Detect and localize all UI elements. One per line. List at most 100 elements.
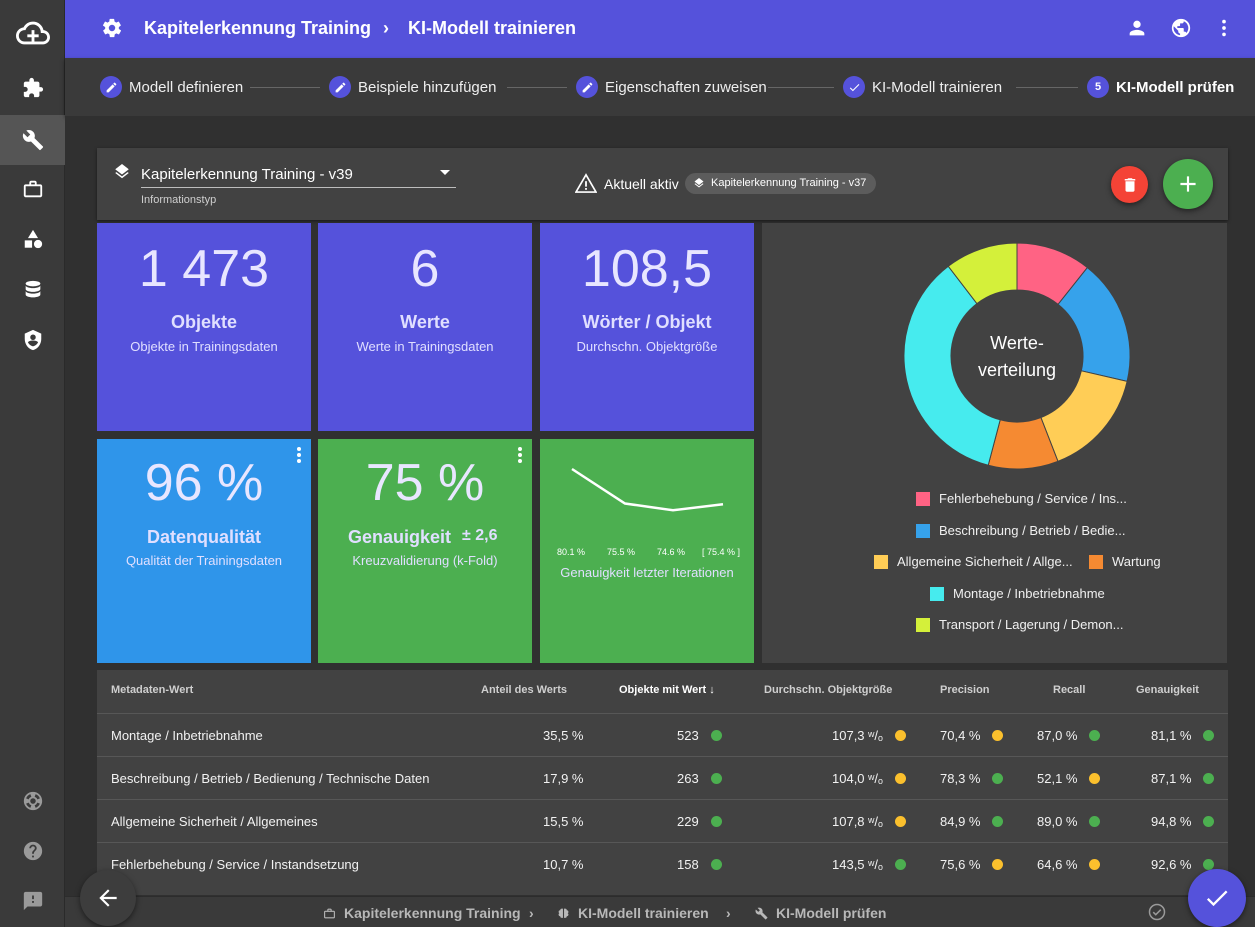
status-dot xyxy=(992,773,1004,784)
sidebar-item-extensions[interactable] xyxy=(0,63,65,113)
step-model-define[interactable]: Modell definieren xyxy=(100,76,243,98)
delete-button[interactable] xyxy=(1111,166,1148,203)
status-dot xyxy=(1203,816,1215,827)
sidebar-item-help[interactable] xyxy=(0,826,65,876)
legend-item[interactable]: Wartung xyxy=(1089,554,1161,569)
column-header[interactable]: Anteil des Werts xyxy=(481,684,567,696)
cell-accuracy: 87,1 % xyxy=(1151,771,1215,786)
tile-values: 6 Werte Werte in Trainingsdaten xyxy=(318,223,532,431)
sidebar-item-shapes[interactable] xyxy=(0,214,65,264)
puzzle-icon xyxy=(23,77,43,98)
sidebar-item-security[interactable] xyxy=(0,315,65,365)
column-header[interactable]: Genauigkeit xyxy=(1136,684,1199,696)
cell-name: Fehlerbehebung / Service / Instandsetzun… xyxy=(111,857,359,872)
column-header[interactable]: Recall xyxy=(1053,684,1086,696)
cell-recall: 87,0 % xyxy=(1037,728,1101,743)
account-icon[interactable] xyxy=(1126,17,1148,39)
legend-item[interactable]: Beschreibung / Betrieb / Bedie... xyxy=(916,523,1125,538)
back-button[interactable] xyxy=(80,870,136,926)
table-row[interactable]: Fehlerbehebung / Service / Instandsetzun… xyxy=(97,842,1228,885)
select-label: Informationstyp xyxy=(141,194,217,206)
status-dot xyxy=(894,816,906,827)
gear-icon[interactable] xyxy=(101,17,123,39)
column-header-sorted[interactable]: Objekte mit Wert ↓ xyxy=(619,684,715,696)
information-type-select[interactable]: Kapitelerkennung Training - v39 xyxy=(141,160,456,188)
cell-share: 10,7 % xyxy=(543,857,584,872)
cell-value: 143,5 ʷ/ₒ xyxy=(832,857,883,872)
step-divider xyxy=(1016,87,1078,88)
add-button[interactable] xyxy=(1163,159,1213,209)
column-header[interactable]: Metadaten-Wert xyxy=(111,684,194,696)
sidebar-logo-cloud-add-icon[interactable] xyxy=(0,8,65,58)
more-vert-icon[interactable] xyxy=(1213,17,1235,39)
cell-value: 89,0 % xyxy=(1037,814,1078,829)
cell-objects: 229 xyxy=(677,814,722,829)
footer-crumb-train[interactable]: KI-Modell trainieren xyxy=(557,905,709,921)
cell-name: Montage / Inbetriebnahme xyxy=(111,728,263,743)
step-add-examples[interactable]: Beispiele hinzufügen xyxy=(329,76,496,98)
cell-value: 87,0 % xyxy=(1037,728,1078,743)
legend-item[interactable]: Transport / Lagerung / Demon... xyxy=(916,617,1124,632)
column-header[interactable]: Precision xyxy=(940,684,990,696)
tile-value: 75 % xyxy=(365,454,485,512)
status-dot xyxy=(894,773,906,784)
shield-account-icon xyxy=(24,329,41,351)
step-label: KI-Modell prüfen xyxy=(1116,78,1235,96)
donut-slice[interactable] xyxy=(1040,370,1128,462)
column-header[interactable]: Durchschn. Objektgröße xyxy=(764,684,893,696)
status-dot xyxy=(1089,816,1101,827)
more-vert-icon[interactable] xyxy=(297,447,301,465)
step-number-badge: 5 xyxy=(1087,76,1109,98)
table-row[interactable]: Allgemeine Sicherheit / Allgemeines 15,5… xyxy=(97,799,1228,842)
table-row[interactable]: Montage / Inbetriebnahme 35,5 % 523 107,… xyxy=(97,713,1228,756)
iterations-sparkline xyxy=(571,467,724,512)
cell-size: 107,3 ʷ/ₒ xyxy=(832,728,906,743)
table-row[interactable]: Beschreibung / Betrieb / Bedienung / Tec… xyxy=(97,756,1228,799)
sidebar-item-briefcase[interactable] xyxy=(0,164,65,214)
status-dot xyxy=(710,859,722,870)
tile-plusminus: ± 2,6 xyxy=(462,527,498,544)
cell-share: 17,9 % xyxy=(543,771,584,786)
footer-crumb-project[interactable]: Kapitelerkennung Training xyxy=(323,905,521,921)
donut-slice[interactable] xyxy=(903,265,1001,466)
sidebar-item-database[interactable] xyxy=(0,265,65,315)
confirm-button[interactable] xyxy=(1188,869,1246,927)
layers-icon xyxy=(115,164,129,179)
sidebar-item-feedback[interactable] xyxy=(0,876,65,926)
legend-item[interactable]: Montage / Inbetriebnahme xyxy=(930,586,1105,601)
tile-sub: Qualität der Trainingsdaten xyxy=(125,553,283,568)
breadcrumb-project[interactable]: Kapitelerkennung Training xyxy=(144,18,372,38)
sidebar-item-tools[interactable] xyxy=(0,115,65,165)
cell-value: 70,4 % xyxy=(940,728,981,743)
cell-value: 107,8 ʷ/ₒ xyxy=(832,814,883,829)
tile-value: 6 xyxy=(410,240,440,298)
cell-value: 92,6 % xyxy=(1151,857,1192,872)
globe-icon[interactable] xyxy=(1170,17,1192,39)
brain-icon xyxy=(558,908,569,918)
legend-swatch xyxy=(916,617,930,632)
cell-value: 94,8 % xyxy=(1151,814,1192,829)
donut-slice[interactable] xyxy=(947,242,1018,305)
sidebar-item-support[interactable] xyxy=(0,776,65,826)
more-vert-icon[interactable] xyxy=(518,447,522,465)
status-dot xyxy=(894,859,906,870)
arrow-left-icon xyxy=(99,889,117,907)
tile-objects: 1 473 Objekte Objekte in Trainingsdaten xyxy=(97,223,311,431)
briefcase-icon xyxy=(324,908,335,918)
cell-recall: 64,6 % xyxy=(1037,857,1101,872)
pencil-icon xyxy=(100,76,122,98)
cell-size: 107,8 ʷ/ₒ xyxy=(832,814,906,829)
legend-item[interactable]: Fehlerbehebung / Service / Ins... xyxy=(916,491,1127,506)
step-train-model[interactable]: KI-Modell trainieren xyxy=(843,76,1002,98)
legend-item[interactable]: Allgemeine Sicherheit / Allge... xyxy=(874,554,1073,569)
step-assign-properties[interactable]: Eigenschaften zuweisen xyxy=(576,76,767,98)
plus-icon xyxy=(1180,176,1196,192)
active-version-chip[interactable]: Kapitelerkennung Training - v37 xyxy=(685,173,877,194)
footer-crumb-check[interactable]: KI-Modell prüfen xyxy=(755,905,886,921)
cell-value: 229 xyxy=(677,814,699,829)
feedback-icon xyxy=(23,891,42,911)
tile-label: Objekte xyxy=(170,312,238,332)
step-check-model[interactable]: 5 KI-Modell prüfen xyxy=(1087,76,1234,98)
status-dot xyxy=(710,773,722,784)
status-dot xyxy=(992,859,1004,870)
